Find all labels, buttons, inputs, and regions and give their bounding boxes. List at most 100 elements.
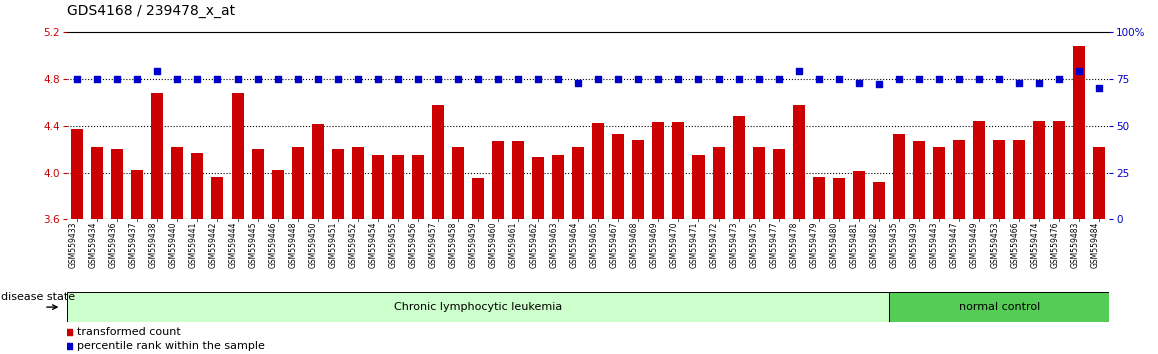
Bar [412, 155, 424, 219]
Text: GSM559438: GSM559438 [148, 221, 157, 268]
Bar [1093, 147, 1106, 219]
Bar [67, 292, 889, 322]
Bar [652, 122, 665, 219]
Text: GSM559436: GSM559436 [108, 221, 117, 268]
Bar [111, 149, 123, 219]
Text: GSM559454: GSM559454 [368, 221, 378, 268]
Text: GSM559455: GSM559455 [389, 221, 398, 268]
Bar [171, 147, 183, 219]
Point [589, 76, 608, 81]
Text: GSM559433: GSM559433 [68, 221, 78, 268]
Text: GSM559458: GSM559458 [449, 221, 459, 268]
Text: percentile rank within the sample: percentile rank within the sample [78, 341, 265, 350]
Point [1050, 76, 1069, 81]
Bar [452, 147, 464, 219]
Point [769, 76, 787, 81]
Point [308, 76, 327, 81]
Bar [1073, 46, 1085, 219]
Point [1010, 80, 1028, 85]
Point [910, 76, 929, 81]
Bar [272, 170, 284, 219]
Text: GSM559484: GSM559484 [1091, 221, 1099, 268]
Point [709, 76, 728, 81]
Text: GSM559477: GSM559477 [770, 221, 778, 268]
Bar [352, 147, 364, 219]
Text: GSM559452: GSM559452 [349, 221, 358, 268]
Bar [893, 134, 904, 219]
Bar [191, 153, 204, 219]
Point [288, 76, 307, 81]
Bar [973, 121, 985, 219]
Bar [813, 177, 824, 219]
Point [829, 76, 848, 81]
Text: GSM559434: GSM559434 [88, 221, 97, 268]
Bar [913, 141, 925, 219]
Text: GSM559461: GSM559461 [510, 221, 518, 268]
Bar [372, 155, 383, 219]
Text: GSM559457: GSM559457 [428, 221, 438, 268]
Text: GSM559441: GSM559441 [189, 221, 197, 268]
Point [129, 76, 147, 81]
Text: GSM559456: GSM559456 [409, 221, 418, 268]
Bar [889, 292, 1109, 322]
Text: GSM559476: GSM559476 [1050, 221, 1060, 268]
Bar [91, 147, 103, 219]
Point [609, 76, 628, 81]
Point [60, 343, 79, 348]
Bar [312, 125, 324, 219]
Text: GSM559471: GSM559471 [689, 221, 698, 268]
Bar [873, 182, 885, 219]
Bar [71, 129, 83, 219]
Point [970, 76, 989, 81]
Point [108, 76, 126, 81]
Point [508, 76, 527, 81]
Bar [1033, 121, 1046, 219]
Point [409, 76, 427, 81]
Point [88, 76, 107, 81]
Text: GSM559475: GSM559475 [749, 221, 758, 268]
Text: GSM559481: GSM559481 [850, 221, 859, 268]
Point [689, 76, 708, 81]
Point [349, 76, 367, 81]
Text: GSM559459: GSM559459 [469, 221, 478, 268]
Text: GSM559460: GSM559460 [489, 221, 498, 268]
Point [248, 76, 266, 81]
Text: transformed count: transformed count [78, 327, 181, 337]
Text: GSM559443: GSM559443 [930, 221, 939, 268]
Point [489, 76, 507, 81]
Bar [632, 140, 644, 219]
Bar [572, 147, 585, 219]
Point [889, 76, 908, 81]
Point [950, 76, 968, 81]
Bar [331, 149, 344, 219]
Text: GSM559445: GSM559445 [249, 221, 257, 268]
Text: GSM559446: GSM559446 [269, 221, 278, 268]
Point [790, 68, 808, 74]
Bar [833, 178, 845, 219]
Bar [472, 178, 484, 219]
Text: GSM559470: GSM559470 [669, 221, 679, 268]
Bar [733, 116, 745, 219]
Bar [432, 104, 444, 219]
Text: GSM559465: GSM559465 [589, 221, 599, 268]
Text: GDS4168 / 239478_x_at: GDS4168 / 239478_x_at [67, 4, 235, 18]
Bar [673, 122, 684, 219]
Point [650, 76, 668, 81]
Bar [933, 147, 945, 219]
Text: GSM559468: GSM559468 [629, 221, 638, 268]
Text: GSM559472: GSM559472 [710, 221, 718, 268]
Point [469, 76, 488, 81]
Text: GSM559448: GSM559448 [288, 221, 298, 268]
Bar [793, 104, 805, 219]
Bar [232, 93, 243, 219]
Bar [613, 134, 624, 219]
Bar [753, 147, 764, 219]
Text: GSM559439: GSM559439 [910, 221, 919, 268]
Point [208, 76, 227, 81]
Text: GSM559474: GSM559474 [1031, 221, 1039, 268]
Text: GSM559478: GSM559478 [790, 221, 799, 268]
Text: GSM559442: GSM559442 [208, 221, 218, 268]
Text: disease state: disease state [1, 292, 75, 302]
Point [188, 76, 207, 81]
Text: GSM559464: GSM559464 [570, 221, 578, 268]
